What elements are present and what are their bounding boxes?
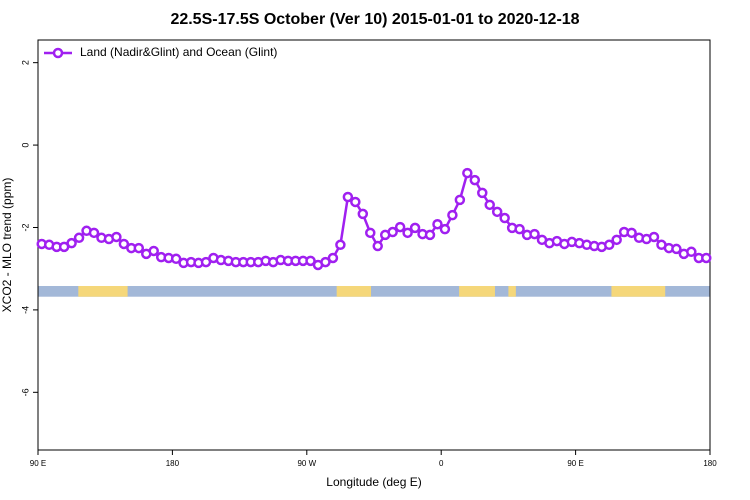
land-strip (611, 286, 666, 297)
legend-marker (52, 47, 64, 59)
data-point (372, 240, 383, 252)
data-point (402, 227, 413, 239)
data-point (611, 234, 622, 246)
data-point (66, 237, 77, 249)
data-point (73, 232, 85, 244)
data-point (701, 252, 712, 264)
data-point (499, 212, 510, 224)
data-point (133, 242, 145, 254)
x-tick-label: 180 (166, 459, 180, 468)
ocean-strip (38, 286, 710, 297)
data-point (514, 223, 525, 235)
data-point (603, 239, 615, 251)
data-point (529, 228, 540, 240)
land-strip (508, 286, 516, 297)
data-point (118, 238, 130, 250)
data-point (88, 227, 100, 239)
data-point (387, 226, 398, 238)
data-point (111, 231, 122, 243)
y-tick-label: -2 (20, 223, 30, 231)
data-point (454, 194, 466, 206)
y-tick-label: -6 (20, 388, 30, 396)
data-point (424, 229, 436, 241)
data-point (170, 253, 182, 265)
data-point (432, 218, 443, 230)
data-point (148, 245, 159, 257)
data-point (671, 243, 682, 255)
x-tick-label: 0 (439, 459, 444, 468)
data-point (477, 187, 488, 199)
legend-label: Land (Nadir&Glint) and Ocean (Glint) (80, 45, 277, 59)
data-point (439, 223, 451, 235)
data-point (409, 222, 421, 234)
data-point (648, 231, 660, 243)
x-tick-label: 180 (703, 459, 717, 468)
data-point (342, 191, 354, 203)
data-point (491, 206, 503, 218)
data-point (484, 199, 495, 211)
data-point (350, 196, 361, 208)
x-tick-label: 90 W (297, 459, 316, 468)
data-point (320, 256, 331, 268)
data-point (305, 255, 316, 267)
land-strip (78, 286, 128, 297)
data-point (200, 256, 212, 268)
y-tick-label: -4 (20, 306, 30, 314)
data-point (686, 246, 697, 258)
data-point (447, 209, 458, 221)
y-tick-label: 2 (20, 60, 30, 65)
chart-title: 22.5S-17.5S October (Ver 10) 2015-01-01 … (170, 11, 579, 28)
data-point (365, 227, 376, 239)
x-tick-label: 90 E (30, 459, 46, 468)
data-point (462, 167, 473, 179)
data-point (327, 252, 339, 264)
x-tick-label: 90 E (567, 459, 583, 468)
y-tick-label: 0 (20, 143, 30, 148)
data-point (626, 227, 637, 239)
data-point (394, 221, 406, 233)
land-strip (459, 286, 495, 297)
data-point (335, 239, 346, 251)
data-point (469, 174, 481, 186)
land-strip (336, 286, 372, 297)
data-point (357, 208, 369, 220)
y-axis-label: XCO2 - MLO trend (ppm) (0, 178, 14, 313)
x-axis-label: Longitude (deg E) (326, 475, 421, 489)
